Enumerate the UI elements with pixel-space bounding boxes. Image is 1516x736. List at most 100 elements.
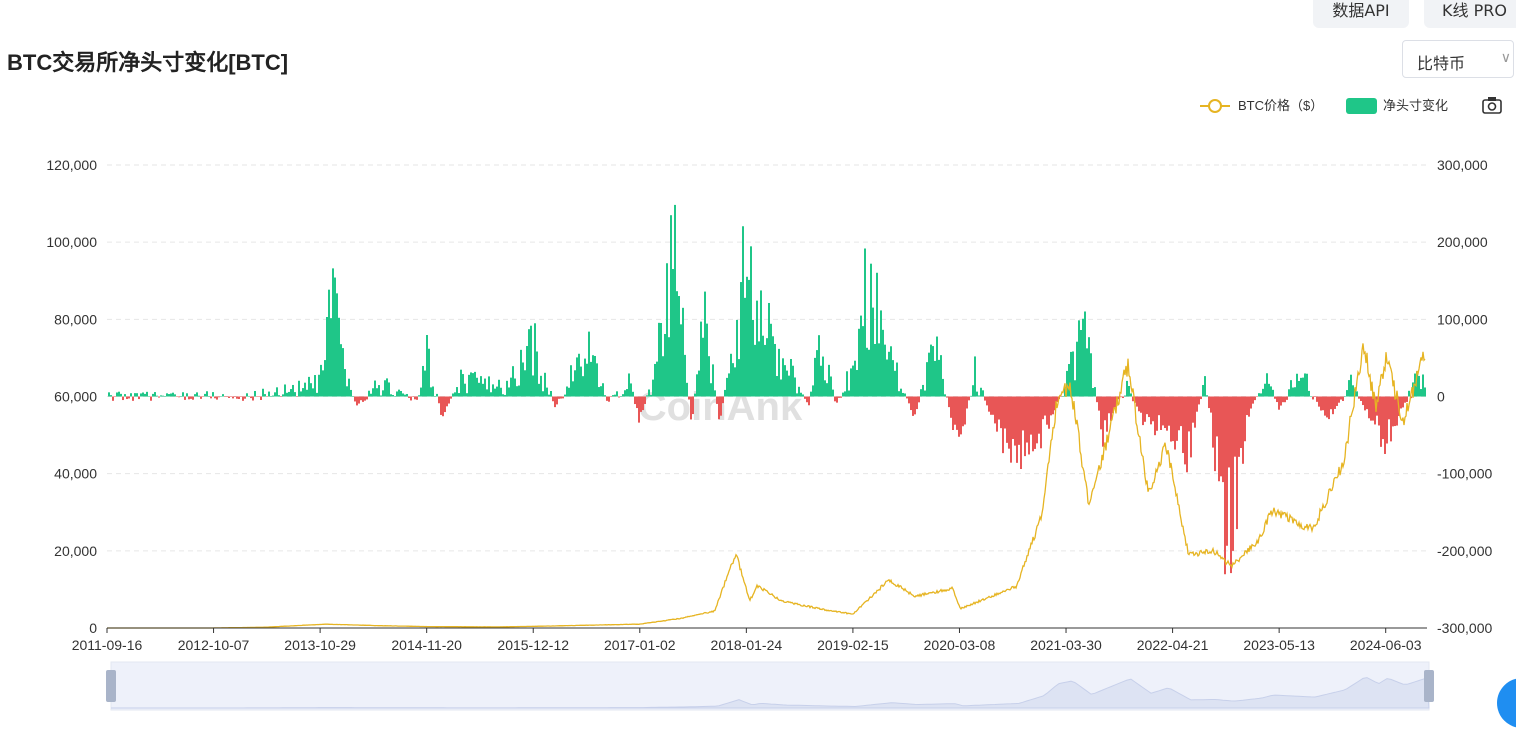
net-position-bar (1360, 396, 1362, 401)
slider-right-handle[interactable] (1424, 670, 1434, 702)
net-position-bar (816, 350, 818, 397)
net-position-bar (1002, 396, 1004, 454)
net-position-bar (136, 393, 138, 397)
zoom-slider[interactable] (106, 661, 1434, 711)
net-position-bar (740, 282, 742, 397)
net-position-bar (1180, 396, 1182, 427)
net-position-bar (872, 307, 874, 397)
net-position-bar (1234, 396, 1236, 457)
net-position-bar (406, 393, 408, 397)
net-position-bar (180, 395, 182, 397)
net-position-bar (820, 365, 822, 397)
net-position-bar (1290, 380, 1292, 397)
net-position-bar (456, 387, 458, 397)
net-position-bar (140, 393, 142, 397)
net-position-bar (766, 338, 768, 397)
net-position-bar (1010, 396, 1012, 463)
net-position-bar (442, 396, 444, 417)
net-position-bar (306, 389, 308, 397)
kline-pro-button[interactable]: K线 PRO (1424, 0, 1516, 28)
net-position-bar (388, 382, 390, 397)
net-position-bar (580, 366, 582, 397)
net-position-bar (988, 396, 990, 412)
net-position-bar (1300, 377, 1302, 397)
net-position-bar (1416, 371, 1418, 397)
net-position-bar (432, 386, 434, 397)
net-position-bar (310, 383, 312, 397)
net-position-bar (298, 380, 300, 397)
net-position-bar (708, 356, 710, 397)
net-position-bar (452, 393, 454, 397)
net-position-bar (728, 373, 730, 397)
net-position-bar (968, 396, 970, 401)
net-position-bar (214, 396, 216, 399)
net-position-bar (796, 393, 798, 397)
net-position-bar (916, 396, 918, 410)
price-line-path (107, 343, 1426, 629)
net-position-bar (1378, 396, 1380, 426)
net-position-bar (996, 396, 998, 432)
net-position-bar (606, 396, 608, 401)
net-position-bar (706, 323, 708, 397)
net-position-bar (356, 396, 358, 406)
net-position-bar (186, 393, 188, 397)
net-position-bar (1024, 396, 1026, 457)
net-position-bar (1348, 380, 1350, 397)
net-position-bar (1060, 396, 1062, 397)
net-position-bar (612, 395, 614, 397)
net-position-bar (516, 386, 518, 397)
coin-select[interactable]: 比特币 ∨ (1402, 40, 1514, 78)
net-position-bar (1258, 393, 1260, 397)
net-position-bar (772, 336, 774, 397)
net-position-bar (878, 343, 880, 397)
net-position-bar (146, 391, 148, 397)
net-position-bar (938, 359, 940, 397)
net-position-bar (1162, 396, 1164, 426)
net-position-bar (666, 263, 668, 397)
data-api-button[interactable]: 数据API (1313, 0, 1409, 28)
net-position-bar (448, 396, 450, 404)
net-position-bar (890, 346, 892, 397)
floating-action-button[interactable] (1497, 678, 1516, 728)
net-position-bar (1284, 396, 1286, 403)
net-position-bar (260, 396, 262, 400)
net-position-bar (1164, 396, 1166, 429)
net-position-bar (718, 396, 720, 420)
net-position-bar (960, 396, 962, 435)
net-position-bar (366, 396, 368, 400)
net-position-bar (936, 336, 938, 397)
net-position-bar (162, 395, 164, 397)
slider-left-handle[interactable] (106, 670, 116, 702)
net-position-bar (546, 387, 548, 397)
net-position-bar (482, 383, 484, 397)
net-position-bar (876, 272, 878, 397)
net-position-bar (1364, 396, 1366, 411)
net-position-bar (1420, 389, 1422, 397)
net-position-bar (964, 396, 966, 425)
x-tick-label: 2021-03-30 (1030, 637, 1102, 653)
net-position-bar (1178, 396, 1180, 431)
net-position-bar (1270, 386, 1272, 397)
camera-icon[interactable] (1482, 97, 1502, 114)
net-position-bar (1020, 396, 1022, 470)
net-position-bar (806, 396, 808, 403)
net-position-bar (990, 396, 992, 415)
net-position-bar (1356, 391, 1358, 397)
net-position-bar (1400, 396, 1402, 409)
net-position-bar (1106, 396, 1108, 432)
y-right-tick-label: 0 (1437, 389, 1445, 405)
net-position-bar (624, 390, 626, 397)
net-position-bar (696, 374, 698, 397)
net-position-bar (316, 392, 318, 397)
net-position-bar (798, 386, 800, 397)
net-position-bar (918, 396, 920, 403)
legend-item-price[interactable]: BTC价格（$） (1200, 98, 1323, 113)
y-left-tick-label: 60,000 (54, 389, 97, 405)
legend-item-net-position[interactable]: 净头寸变化 (1346, 98, 1448, 114)
net-position-bar (178, 396, 180, 398)
net-position-bar (1216, 396, 1218, 437)
net-position-bar (352, 396, 354, 397)
net-position-bar (362, 396, 364, 402)
net-position-bar (504, 394, 506, 397)
